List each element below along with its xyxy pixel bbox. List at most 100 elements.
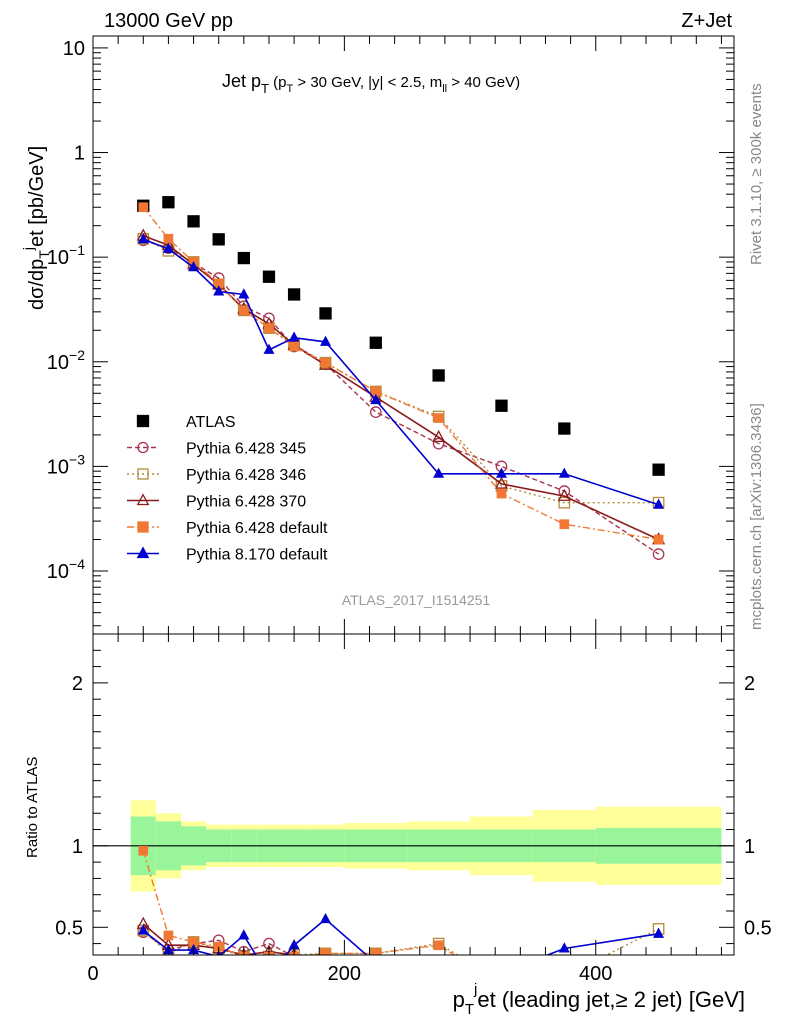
main-plot-title: Jet pT (pT > 30 GeV, |y| < 2.5, mll > 40… [222,71,520,96]
data-point [496,488,507,499]
ratio-y-tick-label: 2 [72,673,83,695]
ratio-point [320,948,331,955]
data-point [432,429,446,443]
rivet-version-label: Rivet 3.1.10, ≥ 300k events [748,83,765,265]
ratio-point [653,967,664,977]
legend: ATLAS Pythia 6.428 345 Pythia 6.428 346 Pyt… [127,414,328,564]
ratio-point [434,986,443,994]
x-tick-label: 0 [87,963,98,985]
x-tick-label: 200 [328,963,361,985]
ratio-point [496,976,506,986]
data-point [558,422,571,435]
data-point [137,233,149,244]
data-point [287,288,301,301]
ratio-point [320,912,332,924]
data-point [319,307,332,320]
data-point [288,331,300,342]
ratio-point [238,929,250,940]
legend-marker [137,441,149,454]
data-point [237,251,250,265]
ratio-point [433,968,443,978]
analysis-id-label: ATLAS_2017_I1514251 [342,592,491,608]
main-y-axis-title: dσ/dpTjet [pb/GeV] [20,146,52,310]
legend-item: Pythia 6.428 346 [127,467,306,484]
data-point [558,467,570,478]
ratio-point [163,930,174,941]
ratio-y-axis-title: Ratio to ATLAS [24,757,41,858]
legend-item: Pythia 6.428 default [127,520,328,537]
ratio-point [265,971,274,979]
data-point [495,467,507,478]
mcplots-url-label: mcplots.cern.ch [arXiv:1306.3436] [748,403,765,630]
ratio-point [559,971,569,981]
ratio-point [559,963,569,973]
ratio-point [370,948,381,955]
data-point [187,215,200,228]
series-line [142,206,659,541]
ratio-point [371,958,380,966]
data-point [237,304,250,317]
ratio-point [433,940,444,951]
data-point [138,202,149,213]
main-y-tick-label: 10−2 [47,347,85,374]
data-point [653,534,664,545]
ratio-point [559,965,570,975]
data-point [238,288,250,299]
header-process-label: Z+Jet [681,10,732,32]
legend-item: Pythia 6.428 345 [127,441,306,458]
legend-marker [137,521,149,533]
data-point [494,476,509,489]
legend-marker [137,468,149,480]
data-point [212,233,225,246]
ratio-y-tick-label-right: 1 [744,836,755,858]
main-y-tick-label: 1 [74,143,85,165]
main-y-tick-label: 10−4 [47,556,85,583]
data-point [652,548,665,560]
ratio-uncertainty-bands [93,800,734,892]
main-panel-frame [92,35,735,635]
data-point [213,285,225,296]
data-point [495,399,508,412]
ratio-point [496,961,506,971]
main-y-tick-label: 10−3 [47,451,85,478]
data-point [432,369,445,382]
data-point [433,413,444,423]
data-point [162,242,174,253]
series-pythia-8-170-default [137,233,665,509]
data-point [652,463,665,476]
ratio-point [497,968,506,976]
ratio-y-tick-label-right: 0.5 [744,917,772,939]
data-point [262,270,276,283]
ratio-point [653,927,665,938]
ratio-y-tick-label-right: 2 [744,673,755,695]
legend-item: ATLAS [136,414,236,431]
data-point [653,498,665,509]
main-y-tick-label: 10−1 [47,242,85,269]
legend-label: Pythia 6.428 346 [186,467,306,484]
ratio-y-tick-label: 1 [72,836,83,858]
data-point [369,336,382,349]
ratio-point [137,924,149,935]
data-point [162,196,175,209]
ratio-point [654,969,662,977]
legend-label: Pythia 6.428 345 [186,441,306,458]
legend-label: Pythia 8.170 default [186,547,328,564]
data-point [433,467,445,478]
series-atlas [137,196,665,476]
ratio-panel-frame [92,633,735,956]
x-tick-label: 400 [579,963,612,985]
legend-label: Pythia 6.428 370 [186,494,306,511]
data-point [432,437,445,450]
data-point [320,357,331,368]
data-point [370,393,382,405]
legend-item: Pythia 6.428 370 [127,493,306,511]
ratio-point [433,960,444,970]
legend-item: Pythia 8.170 default [127,546,328,564]
data-point [264,323,274,333]
header-energy-label: 13000 GeV pp [104,10,233,32]
ratio-point [263,944,275,955]
series-line [142,238,659,504]
legend-label: ATLAS [186,414,236,431]
legend-marker [136,414,150,428]
